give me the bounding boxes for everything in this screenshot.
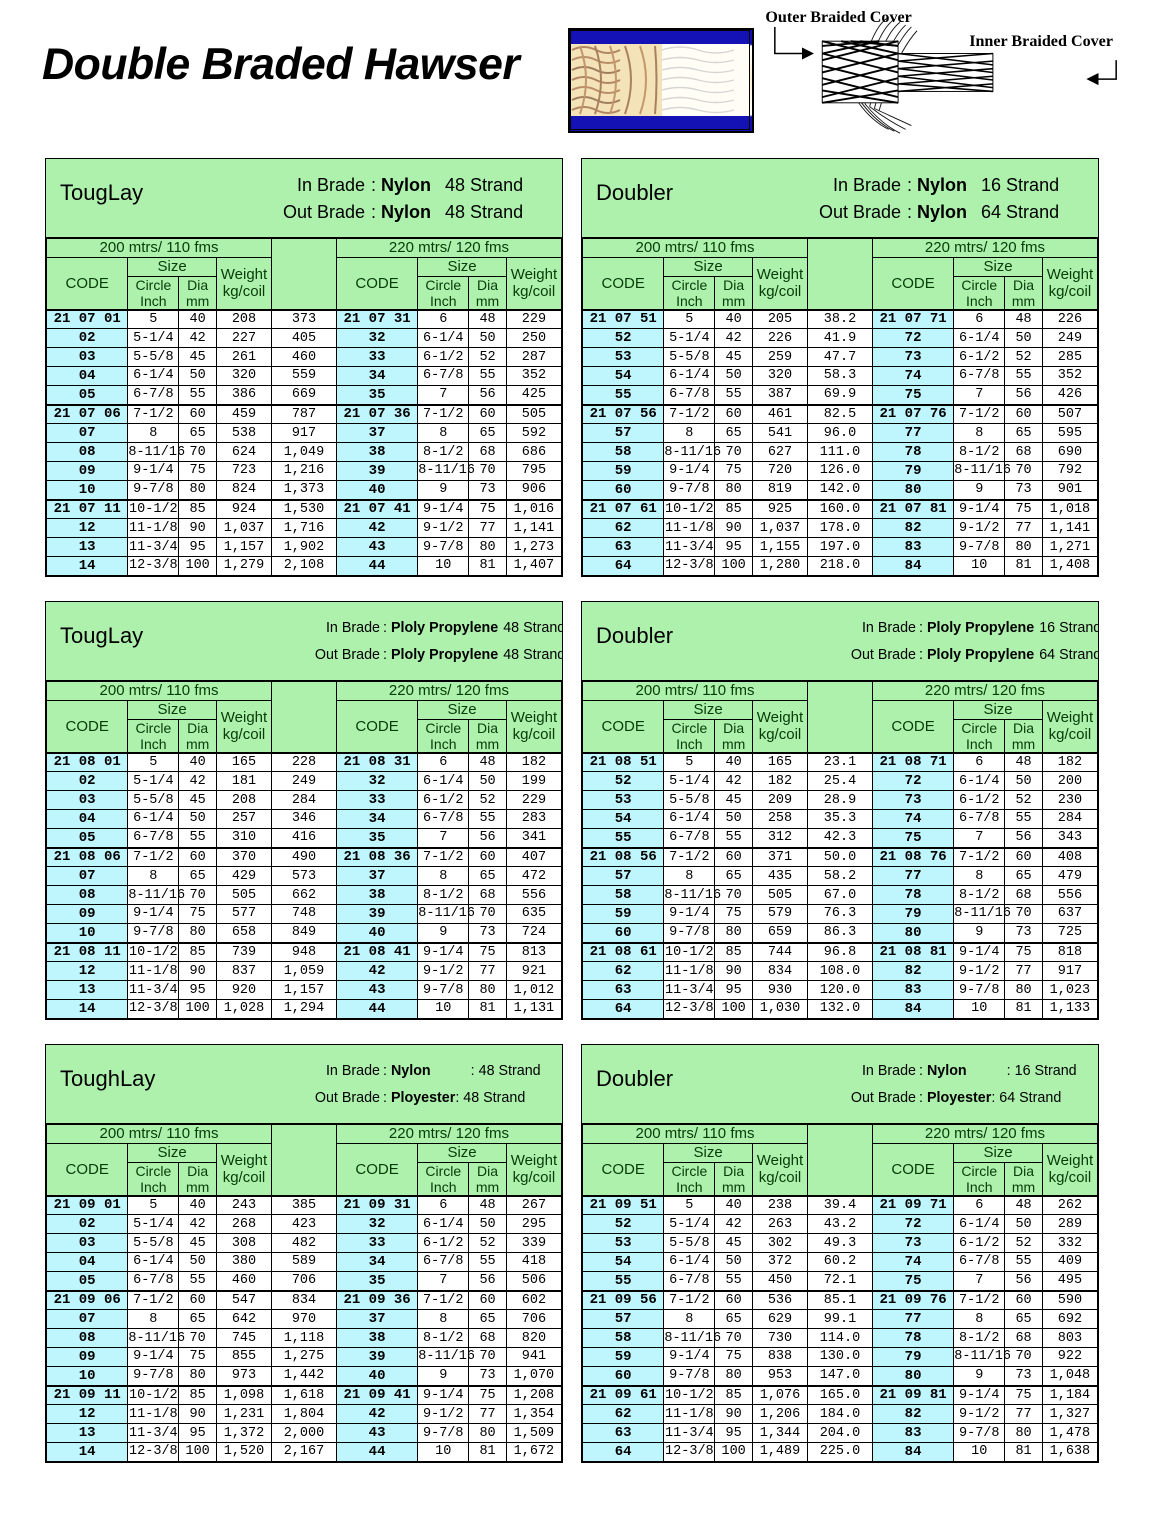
svg-text:Inner Braided Cover: Inner Braided Cover xyxy=(969,33,1113,50)
